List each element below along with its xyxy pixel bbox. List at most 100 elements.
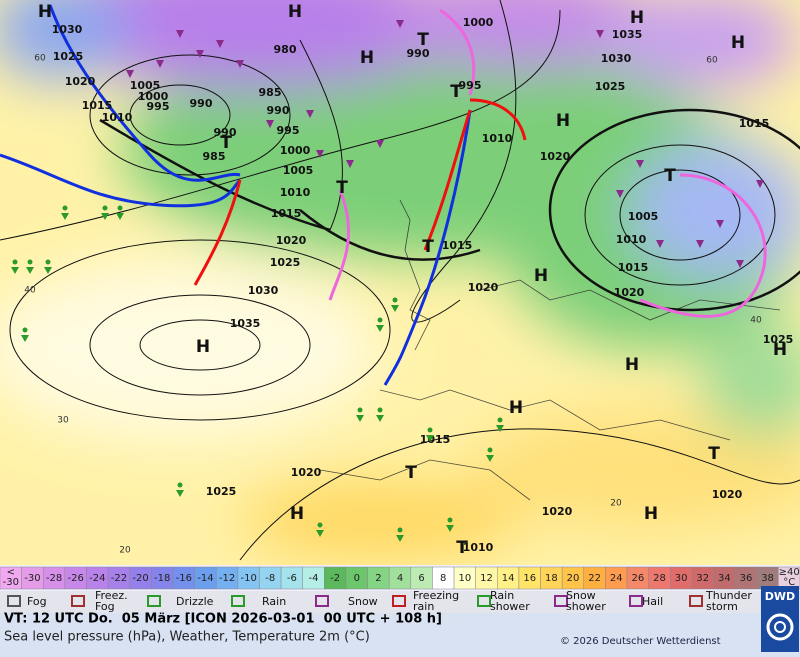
logo-icon: [766, 613, 794, 641]
isobar-label: 1020: [468, 281, 499, 294]
isobar-label: 1035: [230, 317, 261, 330]
rain-symbol: [377, 407, 383, 413]
pressure-center: T: [220, 133, 232, 153]
temperature-label: 20: [610, 499, 622, 509]
isobar-label: 1000: [138, 90, 169, 103]
isobar-label: 980: [274, 43, 297, 56]
shower-symbol: [486, 455, 494, 462]
isobar-label: 1005: [283, 164, 314, 177]
legend-label: rain: [413, 600, 434, 613]
shower-symbol: [26, 267, 34, 274]
legend-icon: [477, 595, 491, 607]
shower-symbol: [101, 213, 109, 220]
shower-symbol: [426, 435, 434, 442]
isobar-label: 1000: [463, 16, 494, 29]
isobar-label: 995: [277, 124, 300, 137]
rain-symbol: [427, 427, 433, 433]
isobar-label: 1020: [540, 150, 571, 163]
scale-label: 12: [480, 573, 493, 584]
isobar-label: 985: [259, 86, 282, 99]
snow-symbol: [376, 136, 384, 148]
scale-label: 14: [502, 573, 515, 584]
isobar-label: 1020: [542, 505, 573, 518]
shower-symbol: [21, 335, 29, 342]
pressure-center: H: [290, 504, 304, 524]
legend-label: Snow: [566, 589, 596, 602]
isobar-label: 1025: [763, 333, 794, 346]
isobar-label: 1010: [102, 111, 133, 124]
scale-label: -18: [154, 573, 170, 584]
shower-symbol: [316, 530, 324, 537]
valid-time: VT: 12 UTC Do. 05 März [ICON 2026-03-01 …: [4, 612, 442, 627]
temperature-label: 30: [57, 416, 69, 426]
scale-label: 34: [718, 573, 731, 584]
pressure-center: H: [196, 337, 210, 357]
scale-label: -16: [176, 573, 192, 584]
rain-symbol: [117, 205, 123, 211]
legend-icon: [689, 595, 703, 607]
scale-label: ≥40: [779, 567, 800, 578]
pressure-center: H: [38, 2, 52, 22]
pressure-center: H: [644, 504, 658, 524]
scale-label: -4: [309, 573, 319, 584]
snow-symbol: [596, 26, 604, 38]
legend-label: storm: [706, 600, 738, 613]
pressure-center: H: [509, 398, 523, 418]
isobar-label: 1020: [614, 286, 645, 299]
legend-icon: [315, 595, 329, 607]
isobar-label: 1020: [276, 234, 307, 247]
shower-symbol: [44, 267, 52, 274]
shower-symbol: [116, 213, 124, 220]
isobar-label: 1025: [206, 485, 237, 498]
scale-label: 20: [567, 573, 580, 584]
isobar-label: 1010: [463, 541, 494, 554]
isobar-label: 1030: [52, 23, 83, 36]
pressure-center: H: [360, 48, 374, 68]
isobar-label: 990: [267, 104, 290, 117]
rain-symbol: [447, 517, 453, 523]
pressure-center: H: [625, 355, 639, 375]
pressure-center: T: [417, 30, 429, 50]
isobar-label: 990: [190, 97, 213, 110]
temperature-label: 40: [24, 286, 36, 296]
weather-symbols: [11, 16, 764, 542]
description: Sea level pressure (hPa), Weather, Tempe…: [4, 630, 370, 645]
shower-symbol: [376, 415, 384, 422]
scale-label: -26: [68, 573, 84, 584]
rain-symbol: [317, 522, 323, 528]
isobar-label: 1020: [712, 488, 743, 501]
isobar-label: 1030: [248, 284, 279, 297]
scale-label: -8: [265, 573, 275, 584]
scale-label: 26: [631, 573, 644, 584]
scale-label: 10: [458, 573, 471, 584]
legend-label: Freez.: [95, 589, 128, 602]
scale-label: -22: [111, 573, 127, 584]
logo-text: DWD: [765, 590, 795, 603]
isobar-label: 1000: [280, 144, 311, 157]
snow-symbol: [316, 146, 324, 158]
scale-label: -24: [89, 573, 105, 584]
isobar-label: 1025: [53, 50, 84, 63]
snow-symbol: [306, 106, 314, 118]
scale-label: -2: [330, 573, 340, 584]
pressure-center: H: [534, 266, 548, 286]
isobar-label: 1015: [442, 239, 473, 252]
shower-symbol: [61, 213, 69, 220]
isobar-label: 1020: [65, 75, 96, 88]
isobar-label: 1005: [130, 79, 161, 92]
pressure-center: H: [731, 33, 745, 53]
isobar-label: 990: [407, 47, 430, 60]
isobar-label: 1015: [82, 99, 113, 112]
scale-label: -30: [24, 573, 40, 584]
scale-label: -20: [132, 573, 148, 584]
shower-symbol: [176, 490, 184, 497]
pressure-center: H: [556, 111, 570, 131]
legend-label: Freezing: [413, 589, 459, 602]
rain-symbol: [12, 259, 18, 265]
scale-label: 8: [440, 573, 446, 584]
snow-symbol: [236, 56, 244, 68]
scale-label: -30: [3, 577, 19, 588]
isobar-label: 1030: [601, 52, 632, 65]
scale-label: <: [7, 567, 15, 578]
legend-label: Fog: [27, 595, 47, 608]
